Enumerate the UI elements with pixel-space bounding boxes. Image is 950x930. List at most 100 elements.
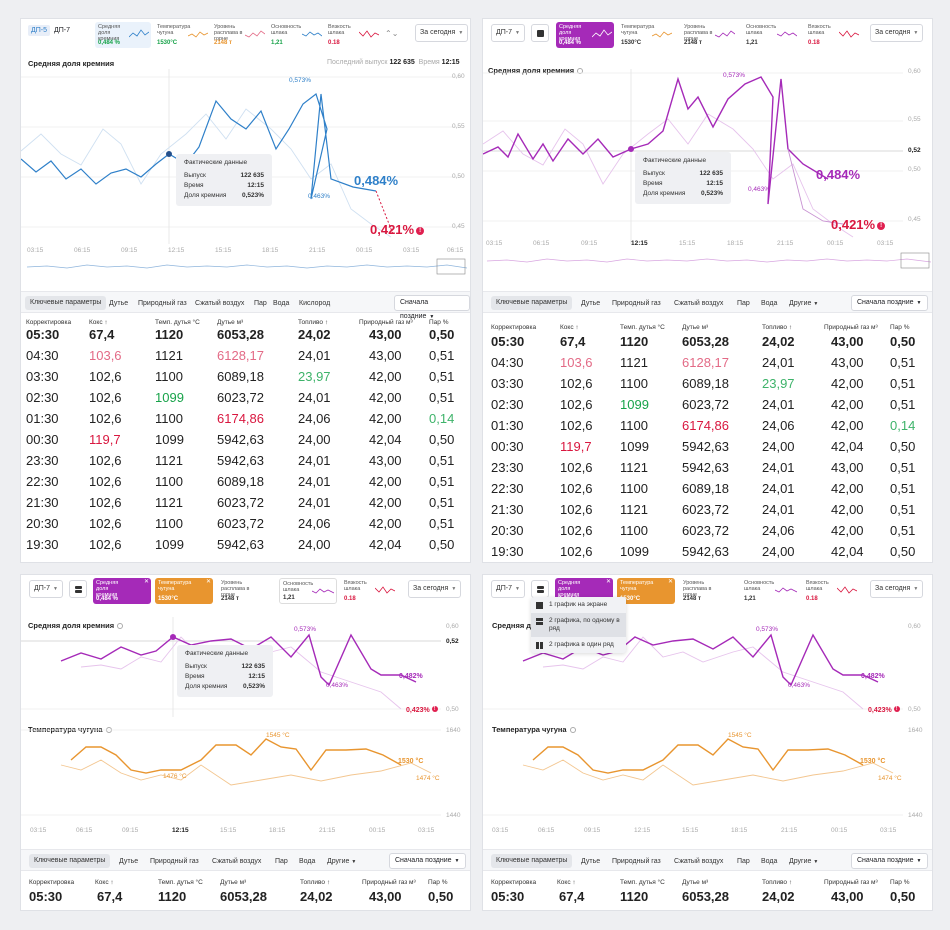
tab-key-params[interactable]: Ключевые параметры — [29, 854, 111, 868]
table-row[interactable]: 05:30 67,4 1120 6053,28 24,02 43,00 0,50 — [21, 325, 470, 346]
col-header[interactable]: Топливо ↑ — [762, 879, 793, 886]
info-icon[interactable] — [117, 623, 124, 629]
tab-air[interactable]: Сжатый воздух — [195, 300, 245, 307]
period-select[interactable]: За сегодня ▼ — [415, 24, 469, 42]
tab-key-params[interactable]: Ключевые параметры — [25, 296, 107, 310]
col-header[interactable]: Кокс ↑ — [89, 319, 108, 326]
tab-blast[interactable]: Дутье — [119, 858, 139, 865]
table-row[interactable]: 03:30 102,6 1100 6089,18 23,97 42,00 0,51 — [483, 374, 932, 395]
card-silicon[interactable]: Средняя доля кремния ✕ 0,484 % — [93, 578, 151, 604]
close-icon[interactable]: ✕ — [667, 579, 673, 585]
sort-select[interactable]: Сначала поздние ▼ — [851, 853, 928, 869]
tab-air[interactable]: Сжатый воздух — [212, 858, 262, 865]
table-row[interactable]: 23:30 102,6 1121 5942,63 24,01 43,00 0,51 — [483, 458, 932, 479]
card-melt[interactable]: Уровень расплава в горне 2148 т — [680, 578, 736, 604]
tab-steam[interactable]: Пар — [737, 858, 750, 865]
card-basicity[interactable]: Основность шлака 1,21 — [268, 22, 324, 48]
card-melt[interactable]: Уровень расплава в горне 2148 т — [211, 22, 267, 48]
tab-water[interactable]: Вода — [761, 300, 778, 307]
table-row[interactable]: 02:30 102,6 1099 6023,72 24,01 42,00 0,51 — [21, 388, 470, 409]
furnace-select[interactable]: ДП-7 ▼ — [491, 24, 525, 42]
tab-water[interactable]: Вода — [299, 858, 316, 865]
table-row[interactable]: 19:30 102,6 1099 5942,63 24,00 42,04 0,50 — [21, 535, 470, 556]
tab-blast[interactable]: Дутье — [581, 300, 601, 307]
scroll-arrows-icon[interactable]: ⌃⌄ — [385, 29, 399, 38]
table-row[interactable]: 23:30 102,6 1121 5942,63 24,01 43,00 0,51 — [21, 451, 470, 472]
silicon-chart[interactable] — [483, 69, 933, 249]
card-temp[interactable]: Температура чугуна 1530°C — [154, 22, 210, 48]
tab-gas[interactable]: Природный газ — [612, 858, 661, 865]
temperature-chart[interactable] — [21, 725, 471, 825]
close-icon[interactable]: ✕ — [605, 579, 611, 585]
table-row[interactable]: 21:30 102,6 1121 6023,72 24,01 42,00 0,51 — [483, 500, 932, 521]
tab-dp7[interactable]: ДП-7 — [54, 27, 70, 34]
tab-other[interactable]: Другие ▼ — [327, 858, 357, 865]
col-header[interactable]: Топливо ↑ — [300, 879, 331, 886]
table-row[interactable]: 05:30 67,4 1120 6053,28 24,02 43,00 0,50 — [483, 332, 932, 353]
temperature-chart[interactable] — [483, 725, 933, 825]
period-select[interactable]: За сегодня ▼ — [870, 24, 924, 42]
card-viscosity[interactable]: Вязкость шлака 0.18 — [325, 22, 381, 48]
col-header[interactable]: Кокс ↑ — [95, 879, 114, 886]
overview-scrollbar[interactable] — [487, 251, 931, 271]
sort-select[interactable]: Сначала поздние ▼ — [394, 295, 470, 320]
tab-gas[interactable]: Природный газ — [150, 858, 199, 865]
card-silicon[interactable]: Средняя доля кремния 0,484 % — [556, 22, 614, 48]
tab-steam[interactable]: Пар — [275, 858, 288, 865]
table-row[interactable]: 02:30 102,6 1099 6023,72 24,01 42,00 0,51 — [483, 395, 932, 416]
furnace-select[interactable]: ДП-7 ▼ — [491, 580, 525, 598]
tab-water[interactable]: Вода — [761, 858, 778, 865]
card-silicon[interactable]: Средняя доля кремния 0,484 % — [95, 22, 151, 48]
tab-steam[interactable]: Пар — [254, 300, 267, 307]
info-icon[interactable] — [577, 68, 584, 74]
period-select[interactable]: За сегодня ▼ — [408, 580, 462, 598]
card-temp[interactable]: Температура чугуна ✕ 1530°C — [155, 578, 213, 604]
info-icon[interactable] — [569, 727, 576, 733]
card-temp[interactable]: Температура чугуна 1530°C — [618, 22, 674, 48]
layout-option-1[interactable]: 1 график на экране — [531, 597, 626, 613]
close-icon[interactable]: ✕ — [143, 579, 149, 585]
col-header[interactable]: Кокс ↑ — [560, 324, 579, 331]
tab-blast[interactable]: Дутье — [581, 858, 601, 865]
col-header[interactable]: Топливо ↑ — [762, 324, 793, 331]
card-viscosity[interactable]: Вязкость шлака 0.18 — [803, 578, 859, 604]
layout-option-2[interactable]: 2 графика, по одному в ряд — [531, 613, 626, 637]
tab-other[interactable]: Другие ▼ — [789, 858, 819, 865]
table-row[interactable]: 22:30 102,6 1100 6089,18 24,01 42,00 0,51 — [483, 479, 932, 500]
table-row[interactable]: 01:30 102,6 1100 6174,86 24,06 42,00 0,14 — [21, 409, 470, 430]
card-viscosity[interactable]: Вязкость шлака 0.18 — [341, 578, 397, 604]
tab-gas[interactable]: Природный газ — [612, 300, 661, 307]
layout-option-3[interactable]: 2 графика в один ряд — [531, 637, 626, 653]
table-row[interactable]: 21:30 102,6 1121 6023,72 24,01 42,00 0,51 — [21, 493, 470, 514]
table-row[interactable]: 20:30 102,6 1100 6023,72 24,06 42,00 0,51 — [483, 521, 932, 542]
tab-steam[interactable]: Пар — [737, 300, 750, 307]
card-viscosity[interactable]: Вязкость шлака 0.18 — [805, 22, 861, 48]
tab-air[interactable]: Сжатый воздух — [674, 858, 724, 865]
tab-water[interactable]: Вода — [273, 300, 290, 307]
layout-button[interactable] — [69, 580, 87, 598]
table-row[interactable]: 04:30 103,6 1121 6128,17 24,01 43,00 0,51 — [21, 346, 470, 367]
furnace-select[interactable]: ДП-7 ▼ — [29, 580, 63, 598]
overview-scrollbar[interactable] — [27, 257, 467, 277]
layout-button[interactable] — [531, 580, 549, 598]
card-melt[interactable]: Уровень расплава в горне 2148 т — [218, 578, 274, 604]
tab-dp5[interactable]: ДП-5 — [28, 25, 50, 36]
close-icon[interactable]: ✕ — [205, 579, 211, 585]
card-temp[interactable]: Температура чугуна ✕ 1530°C — [617, 578, 675, 604]
card-melt[interactable]: Уровень расплава в горне 2148 т — [681, 22, 737, 48]
sort-select[interactable]: Сначала поздние ▼ — [851, 295, 928, 311]
table-row[interactable]: 22:30 102,6 1100 6089,18 24,01 42,00 0,51 — [21, 472, 470, 493]
table-row[interactable]: 19:30 102,6 1099 5942,63 24,00 42,04 0,50 — [483, 542, 932, 562]
col-header[interactable]: Кокс ↑ — [557, 879, 576, 886]
table-row[interactable]: 01:30 102,6 1100 6174,86 24,06 42,00 0,14 — [483, 416, 932, 437]
table-row[interactable]: 05:30 67,4 1120 6053,28 24,02 43,00 0,50 — [483, 887, 932, 908]
card-basicity[interactable]: Основность шлака 1,21 — [279, 578, 337, 604]
card-basicity[interactable]: Основность шлака 1,21 — [743, 22, 799, 48]
table-row[interactable]: 20:30 102,6 1100 6023,72 24,06 42,00 0,51 — [21, 514, 470, 535]
tab-gas[interactable]: Природный газ — [138, 300, 187, 307]
layout-button[interactable] — [531, 24, 549, 42]
table-row[interactable]: 00:30 119,7 1099 5942,63 24,00 42,04 0,50 — [483, 437, 932, 458]
card-basicity[interactable]: Основность шлака 1,21 — [741, 578, 799, 604]
col-header[interactable]: Топливо ↑ — [298, 319, 329, 326]
table-row[interactable]: 05:30 67,4 1120 6053,28 24,02 43,00 0,50 — [21, 887, 470, 908]
